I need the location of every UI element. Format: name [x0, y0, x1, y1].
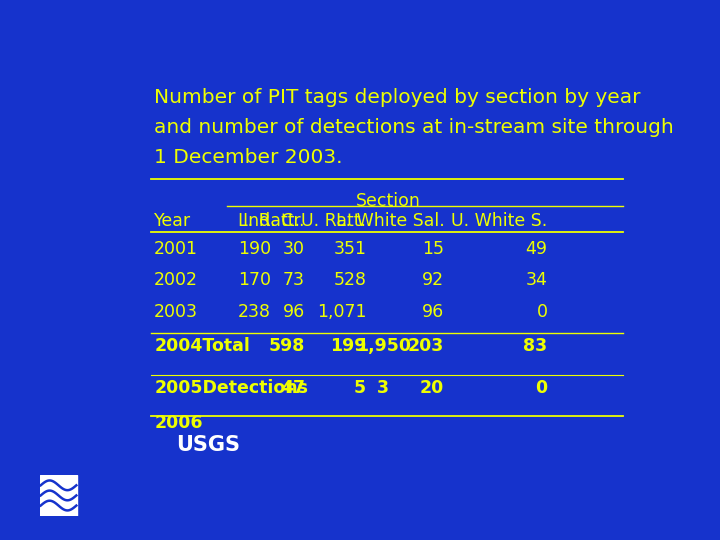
- Text: 49: 49: [526, 240, 547, 258]
- Bar: [40, 475, 78, 516]
- Text: Year: Year: [154, 212, 192, 231]
- Text: 96: 96: [282, 302, 305, 321]
- Text: 2003: 2003: [154, 302, 198, 321]
- Text: 47: 47: [281, 379, 305, 397]
- Text: 0: 0: [536, 379, 547, 397]
- Text: 92: 92: [422, 272, 444, 289]
- Text: 83: 83: [523, 337, 547, 355]
- Text: 2004Total: 2004Total: [154, 337, 250, 355]
- Text: 30: 30: [283, 240, 305, 258]
- Text: 203: 203: [408, 337, 444, 355]
- Text: U. White S.: U. White S.: [451, 212, 547, 231]
- Text: Number of PIT tags deployed by section by year: Number of PIT tags deployed by section b…: [154, 87, 641, 107]
- Text: L. Ratt.: L. Ratt.: [238, 212, 300, 231]
- Text: 190: 190: [238, 240, 271, 258]
- Text: 20: 20: [420, 379, 444, 397]
- Text: 170: 170: [238, 272, 271, 289]
- Text: Section: Section: [356, 192, 421, 210]
- Text: 73: 73: [283, 272, 305, 289]
- Text: 0: 0: [536, 302, 547, 321]
- Text: L. White Sal.: L. White Sal.: [336, 212, 444, 231]
- Text: 238: 238: [238, 302, 271, 321]
- Text: 598: 598: [269, 337, 305, 355]
- Text: 351: 351: [333, 240, 366, 258]
- Text: U. Ratt.: U. Ratt.: [301, 212, 366, 231]
- Text: 2001: 2001: [154, 240, 198, 258]
- Text: 2006: 2006: [154, 414, 202, 432]
- Text: and number of detections at in-stream site through: and number of detections at in-stream si…: [154, 118, 674, 137]
- Text: 96: 96: [422, 302, 444, 321]
- Text: USGS: USGS: [176, 435, 240, 455]
- Text: 199: 199: [330, 337, 366, 355]
- Text: 1 December 2003.: 1 December 2003.: [154, 147, 343, 166]
- Text: Ind. Cr.: Ind. Cr.: [243, 212, 305, 231]
- Text: 2005Detections: 2005Detections: [154, 379, 308, 397]
- Text: 34: 34: [526, 272, 547, 289]
- Text: 2002: 2002: [154, 272, 198, 289]
- Text: 15: 15: [423, 240, 444, 258]
- Text: 5: 5: [354, 379, 366, 397]
- Text: 3: 3: [377, 379, 389, 397]
- Text: 528: 528: [333, 272, 366, 289]
- Text: 1,950: 1,950: [356, 337, 411, 355]
- Text: 1,071: 1,071: [317, 302, 366, 321]
